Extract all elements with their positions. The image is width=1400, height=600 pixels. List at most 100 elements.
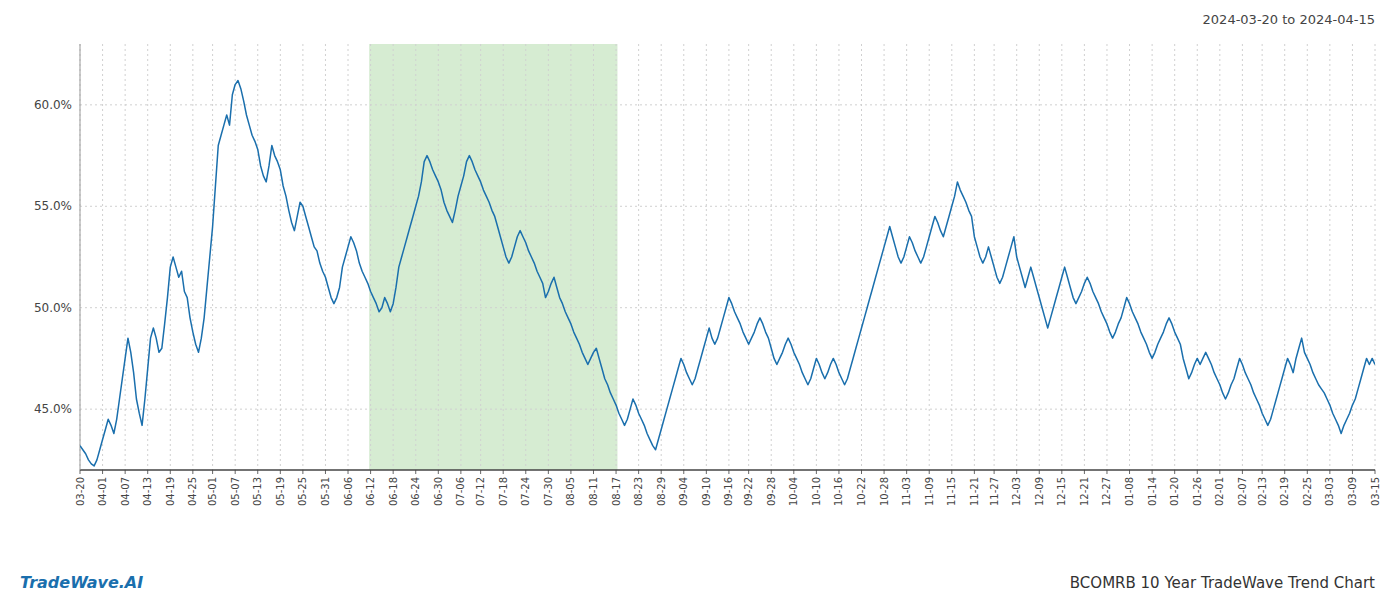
x-tick-label: 02-19: [1279, 477, 1290, 506]
x-tick-label: 06-06: [343, 477, 354, 506]
x-grid-line: [793, 44, 794, 470]
x-tick-label: 12-27: [1101, 477, 1112, 506]
annotation: TradeWave.AI: [20, 573, 143, 592]
x-grid-line: [480, 44, 481, 470]
x-tick-label: 06-30: [433, 477, 444, 506]
y-tick-label: 45.0%: [34, 402, 72, 416]
x-grid-line: [570, 44, 571, 470]
x-grid-line: [548, 44, 549, 470]
y-grid-line: [80, 307, 1375, 308]
y-tick-labels: 45.0%50.0%55.0%60.0%: [34, 98, 72, 416]
x-tick-label: 07-30: [543, 477, 554, 506]
highlight-group: [369, 44, 617, 470]
x-tick-label: 06-24: [410, 477, 421, 506]
x-grid-line: [280, 44, 281, 470]
x-grid-line: [816, 44, 817, 470]
x-tick-label: 06-12: [365, 477, 376, 506]
x-grid-line: [838, 44, 839, 470]
x-grid-line: [302, 44, 303, 470]
x-tick-label: 07-06: [455, 477, 466, 506]
y-grid-line: [80, 206, 1375, 207]
x-grid-line: [438, 44, 439, 470]
x-grid-line: [638, 44, 639, 470]
series-line: [80, 81, 1375, 466]
background: [0, 0, 1400, 600]
x-grid-line: [951, 44, 952, 470]
grid: [80, 44, 1375, 470]
x-grid-line: [125, 44, 126, 470]
y-tick-label: 50.0%: [34, 301, 72, 315]
chart: 45.0%50.0%55.0%60.0%03-2004-0104-0704-13…: [0, 0, 1400, 600]
x-grid-line: [170, 44, 171, 470]
x-tick-label: 12-21: [1079, 477, 1090, 506]
x-grid-line: [1375, 44, 1376, 470]
x-tick-label: 03-20: [75, 477, 86, 506]
x-tick-label: 02-01: [1214, 477, 1225, 506]
x-grid-line: [661, 44, 662, 470]
x-tick-label: 02-25: [1302, 477, 1313, 506]
x-tick-label: 03-03: [1324, 477, 1335, 506]
x-grid-line: [861, 44, 862, 470]
x-tick-label: 08-05: [565, 477, 576, 506]
x-grid-line: [748, 44, 749, 470]
x-tick-label: 09-04: [678, 477, 689, 506]
x-grid-line: [80, 44, 81, 470]
x-tick-label: 05-01: [207, 477, 218, 506]
x-tick-label: 07-24: [520, 477, 531, 506]
x-grid-line: [192, 44, 193, 470]
x-grid-line: [974, 44, 975, 470]
x-grid-line: [771, 44, 772, 470]
x-grid-line: [415, 44, 416, 470]
x-grid-line: [503, 44, 504, 470]
x-tick-label: 01-20: [1169, 477, 1180, 506]
x-grid-line: [1307, 44, 1308, 470]
x-grid-line: [212, 44, 213, 470]
x-tick-label: 10-16: [833, 477, 844, 506]
y-axis-line: [80, 44, 81, 470]
x-tick-label: 06-18: [388, 477, 399, 506]
x-tick-label: 01-08: [1124, 477, 1135, 506]
x-tick-label: 02-13: [1257, 477, 1268, 506]
x-grid-line: [147, 44, 148, 470]
highlight-band: [369, 44, 617, 470]
x-tick-label: 04-01: [97, 477, 108, 506]
x-grid-line: [994, 44, 995, 470]
x-tick-label: 12-09: [1034, 477, 1045, 506]
x-grid-line: [348, 44, 349, 470]
x-grid-line: [1039, 44, 1040, 470]
x-tick-label: 11-03: [901, 477, 912, 506]
x-tick-label: 10-10: [811, 477, 822, 506]
x-tick-label: 08-23: [633, 477, 644, 506]
x-tick-label: 11-27: [989, 477, 1000, 506]
x-grid-line: [1174, 44, 1175, 470]
x-tick-label: 04-25: [187, 477, 198, 506]
x-grid-line: [593, 44, 594, 470]
x-tick-label: 12-15: [1056, 477, 1067, 506]
series-group: [80, 81, 1375, 466]
x-tick-label: 11-09: [924, 477, 935, 506]
x-grid-line: [393, 44, 394, 470]
x-grid-line: [706, 44, 707, 470]
x-grid-line: [1129, 44, 1130, 470]
x-grid-line: [1262, 44, 1263, 470]
x-tick-label: 04-19: [165, 477, 176, 506]
x-grid-line: [1219, 44, 1220, 470]
x-tick-label: 03-15: [1370, 477, 1381, 506]
x-tick-label: 04-07: [120, 477, 131, 506]
x-tick-label: 03-09: [1347, 477, 1358, 506]
x-tick-label: 05-25: [297, 477, 308, 506]
x-grid-line: [1106, 44, 1107, 470]
x-tick-label: 10-04: [788, 477, 799, 506]
x-grid-line: [1152, 44, 1153, 470]
x-tick-label: 11-21: [969, 477, 980, 506]
x-tick-label: 02-07: [1237, 477, 1248, 506]
x-grid-line: [1084, 44, 1085, 470]
x-tick-label: 08-11: [588, 477, 599, 506]
x-grid-line: [1284, 44, 1285, 470]
x-axis-line: [80, 469, 1375, 471]
x-tick-label: 09-10: [701, 477, 712, 506]
x-tick-label: 09-28: [766, 477, 777, 506]
x-tick-label: 09-16: [723, 477, 734, 506]
x-tick-label: 08-17: [611, 477, 622, 506]
x-tick-label: 01-26: [1192, 477, 1203, 506]
